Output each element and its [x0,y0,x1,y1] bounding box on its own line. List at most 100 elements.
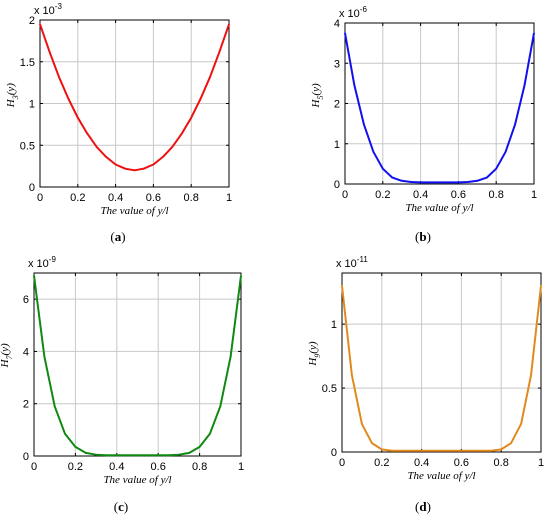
exponent-base: x 10 [28,258,49,270]
x-tick-label: 0.4 [108,192,123,204]
x-tick-label: 1 [226,192,232,204]
x-tick-label: 1 [538,457,544,469]
data-point [171,146,174,148]
data-point [64,432,66,435]
data-point [410,181,412,183]
data-point [361,423,363,425]
caption-paren-close: ) [427,229,431,244]
data-point [400,449,403,452]
x-tick-label: 0.8 [192,461,207,473]
x-tick-label: 1 [238,461,244,473]
data-point [351,374,353,377]
caption-letter: c [118,499,124,514]
panel-a: 0 0.2 0.4 0.6 0.8 1 0 0.5 1 1.5 2x 10-3 H3(y) The va… [5,2,232,244]
y-axis-label-main: H [310,99,322,109]
y-axis-label-sub: 7 [5,354,14,359]
caption-paren-open: ( [110,229,114,244]
x-axis-label: The value of y/l [103,474,171,486]
data-point [363,123,365,126]
y-tick-label: 4 [334,18,340,30]
y-exponent-label: x 10-11 [336,255,368,270]
x-tick-label: 0.4 [109,461,124,473]
exponent-power: -9 [49,255,57,264]
data-point [381,448,383,451]
data-point [116,454,118,457]
panel-caption: (a) [110,229,125,244]
x-tick-label: 0.8 [494,457,509,469]
y-tick-label: 1 [29,99,35,111]
data-point [188,452,191,454]
y-tick-label: 0 [331,447,337,459]
data-point [470,449,473,452]
x-tick-label: 0.2 [374,457,389,469]
y-tick-label: 1.5 [20,57,35,69]
data-point [33,274,35,277]
data-point [490,449,493,452]
data-point [341,284,343,287]
data-point [520,423,522,425]
plot-frame [341,272,542,453]
data-point [157,454,159,457]
data-point [218,50,221,53]
data-point [124,167,126,170]
panel-d: 0 0.2 0.4 0.6 0.8 1 0 0.5 1 x 10-11 H9(y) The value… [307,255,544,514]
data-point [448,181,450,184]
data-point [77,116,79,119]
data-point [533,32,535,34]
x-tick-label: 0.6 [451,189,466,201]
data-point [480,449,483,452]
data-point [485,176,488,179]
data-point [240,274,242,277]
y-axis-label-tail: (y) [0,343,11,356]
data-point [510,442,512,444]
y-tick-label: 1 [331,319,337,331]
series-line [39,23,230,172]
data-point [152,163,155,166]
data-point [420,449,423,452]
y-axis-label-sub: 3 [11,95,20,100]
data-point [523,84,526,87]
data-point [147,454,149,457]
data-point [495,167,498,170]
x-tick-label: 0.4 [413,189,428,201]
y-tick-label: 0.5 [322,383,337,395]
data-point [382,167,384,170]
panel-c: 0 0.2 0.4 0.6 0.8 1 0 2 4 6 x 10-9 H7(y) The value o… [0,255,244,514]
x-tick-label: 0.2 [68,461,83,473]
data-point [460,449,463,452]
y-axis-label-main: H [5,98,17,108]
data-point [476,179,479,182]
data-point [136,454,139,457]
y-tick-label: 0 [29,182,35,194]
data-point [400,179,403,182]
data-point [167,454,170,457]
data-point [86,132,89,135]
data-point [430,449,433,452]
data-point [429,181,431,184]
data-point [178,453,180,456]
data-point [58,75,60,78]
x-tick-label: 0.6 [146,192,161,204]
data-point [43,355,46,358]
y-exponent-label: x 10-3 [34,2,62,17]
data-point [67,97,70,100]
data-point [438,181,441,184]
caption-letter: a [115,229,122,244]
exponent-power: -6 [360,5,368,14]
data-point [105,454,108,457]
caption-letter: b [419,229,426,244]
x-tick-label: 0.6 [151,461,166,473]
data-point [143,167,145,170]
data-point [457,181,460,184]
y-tick-label: 0 [334,179,340,191]
caption-paren-close: ) [124,499,128,514]
data-point [504,151,507,153]
plot-frame [33,272,242,457]
data-point [39,23,41,25]
exponent-base: x 10 [34,5,55,17]
y-exponent-label: x 10-6 [339,5,367,20]
y-tick-label: 3 [334,58,340,70]
data-point [114,163,117,166]
data-point [95,453,97,456]
x-axis-label: The value of y/l [407,470,475,482]
